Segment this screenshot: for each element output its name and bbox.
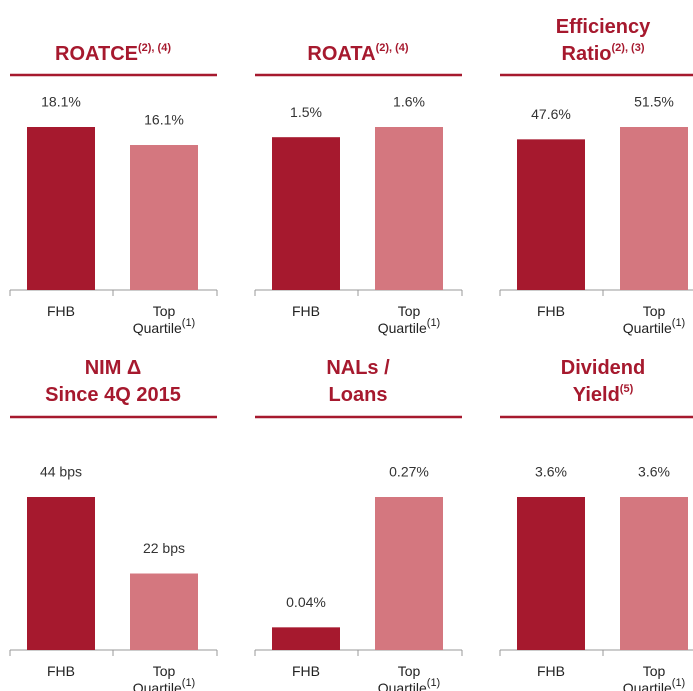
category-line: Top — [153, 663, 176, 679]
chart-title: Yield(5) — [573, 383, 634, 406]
value-label: 22 bps — [143, 540, 185, 556]
x-tick-label: Top — [153, 303, 176, 319]
category-note: (1) — [182, 677, 195, 689]
category-note: (1) — [427, 677, 440, 689]
category-line: Quartile — [133, 320, 182, 336]
x-tick-label: FHB — [47, 663, 75, 679]
category-line: FHB — [47, 303, 75, 319]
bar — [375, 127, 443, 290]
value-label: 44 bps — [40, 464, 82, 480]
category-note: (1) — [182, 317, 195, 329]
x-tick-label: Top — [643, 663, 666, 679]
chart-title: Loans — [329, 384, 388, 406]
x-tick-label: Quartile(1) — [623, 317, 685, 336]
category-line: Top — [643, 303, 666, 319]
x-tick-label: Top — [398, 303, 421, 319]
bar — [272, 137, 340, 290]
bar — [130, 573, 198, 650]
category-line: Quartile — [378, 320, 427, 336]
bar — [620, 127, 688, 290]
value-label: 0.04% — [286, 594, 326, 610]
x-tick-label: FHB — [537, 303, 565, 319]
x-tick-label: Quartile(1) — [133, 677, 195, 691]
x-tick-label: Quartile(1) — [378, 317, 440, 336]
chart-title: NIM Δ — [85, 357, 142, 379]
category-line: FHB — [292, 663, 320, 679]
bar — [517, 497, 585, 650]
x-tick-label: FHB — [292, 303, 320, 319]
category-line: FHB — [47, 663, 75, 679]
bar — [517, 139, 585, 290]
bar — [27, 497, 95, 650]
bar — [375, 497, 443, 650]
title-note: (2), (4) — [138, 42, 171, 54]
x-tick-label: Quartile(1) — [623, 677, 685, 691]
value-label: 18.1% — [41, 94, 81, 110]
value-label: 0.27% — [389, 464, 429, 480]
value-label: 3.6% — [638, 464, 670, 480]
value-label: 51.5% — [634, 94, 674, 110]
title-note: (2), (4) — [376, 42, 409, 54]
x-tick-label: FHB — [537, 663, 565, 679]
category-line: Top — [153, 303, 176, 319]
category-line: Quartile — [133, 680, 182, 691]
title-line: Loans — [329, 384, 388, 406]
bar — [272, 627, 340, 650]
bar — [620, 497, 688, 650]
value-label: 16.1% — [144, 112, 184, 128]
category-line: Quartile — [378, 680, 427, 691]
category-line: Top — [398, 303, 421, 319]
chart-title: Ratio(2), (3) — [562, 42, 645, 65]
chart-title: NALs / — [326, 357, 390, 379]
category-line: Top — [643, 663, 666, 679]
value-label: 47.6% — [531, 106, 571, 122]
title-note: (2), (3) — [612, 42, 645, 54]
x-tick-label: Top — [643, 303, 666, 319]
title-line: Dividend — [561, 357, 645, 379]
title-line: Yield — [573, 384, 620, 406]
x-tick-label: Quartile(1) — [133, 317, 195, 336]
chart-title: ROATA(2), (4) — [307, 42, 408, 65]
x-tick-label: Top — [153, 663, 176, 679]
value-label: 3.6% — [535, 464, 567, 480]
chart-title: ROATCE(2), (4) — [55, 42, 171, 65]
bar — [27, 127, 95, 290]
x-tick-label: Quartile(1) — [378, 677, 440, 691]
category-line: Quartile — [623, 320, 672, 336]
title-line: Ratio — [562, 43, 612, 65]
value-label: 1.6% — [393, 94, 425, 110]
title-line: ROATA — [307, 43, 375, 65]
category-line: FHB — [537, 663, 565, 679]
title-line: ROATCE — [55, 43, 138, 65]
chart-title: Dividend — [561, 357, 645, 379]
title-line: Efficiency — [556, 16, 651, 38]
bar — [130, 145, 198, 290]
title-line: NIM Δ — [85, 357, 142, 379]
category-line: FHB — [292, 303, 320, 319]
title-line: NALs / — [326, 357, 390, 379]
title-note: (5) — [620, 383, 634, 395]
category-note: (1) — [672, 317, 685, 329]
value-label: 1.5% — [290, 104, 322, 120]
chart-title: Since 4Q 2015 — [45, 384, 181, 406]
category-line: Top — [398, 663, 421, 679]
category-note: (1) — [672, 677, 685, 689]
title-line: Since 4Q 2015 — [45, 384, 181, 406]
x-tick-label: Top — [398, 663, 421, 679]
chart-title: Efficiency — [556, 16, 651, 38]
category-line: FHB — [537, 303, 565, 319]
x-tick-label: FHB — [47, 303, 75, 319]
category-line: Quartile — [623, 680, 672, 691]
x-tick-label: FHB — [292, 663, 320, 679]
category-note: (1) — [427, 317, 440, 329]
